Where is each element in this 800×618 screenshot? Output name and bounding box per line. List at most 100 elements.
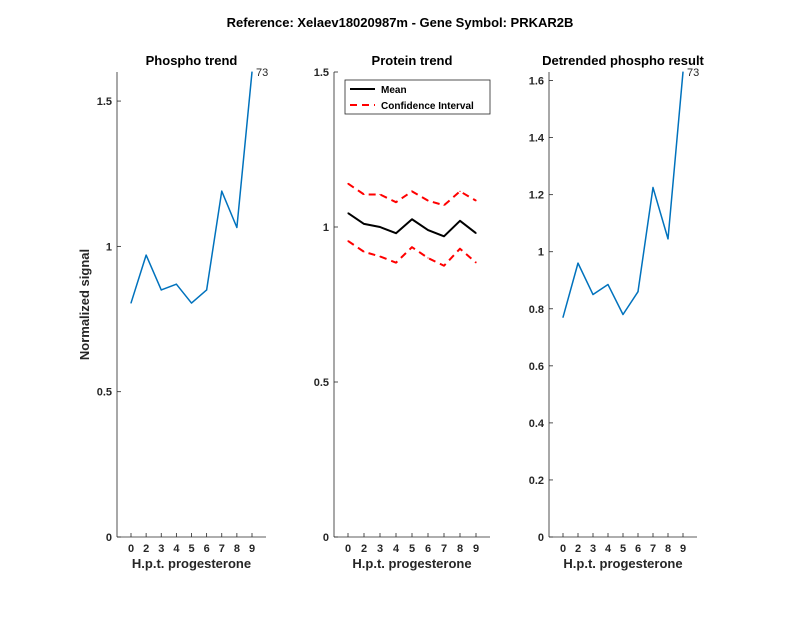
data-point — [206, 289, 208, 291]
data-point — [190, 302, 193, 304]
x-tick-label: 0 — [345, 543, 351, 555]
data-point — [221, 190, 223, 192]
x-tick-label: 4 — [605, 543, 612, 555]
data-point — [475, 200, 477, 202]
x-tick-label: 5 — [409, 543, 415, 555]
x-tick-label: 3 — [590, 543, 596, 555]
y-tick-label: 0.4 — [529, 418, 545, 430]
x-tick-label: 2 — [575, 543, 581, 555]
legend-label-mean: Mean — [381, 85, 407, 96]
data-point — [459, 190, 461, 192]
data-point — [622, 313, 624, 316]
y-axis-label: Normalized signal — [77, 249, 92, 360]
data-point — [411, 190, 413, 192]
y-tick-label: 1 — [106, 241, 112, 253]
y-tick-label: 0.6 — [529, 361, 544, 373]
y-tick-label: 1.4 — [529, 133, 545, 145]
x-tick-label: 9 — [680, 543, 686, 555]
data-point — [427, 257, 429, 259]
y-tick-label: 1.5 — [314, 67, 329, 79]
data-point — [347, 183, 349, 185]
series-line — [130, 71, 253, 304]
figure-suptitle: Reference: Xelaev18020987m - Gene Symbol… — [226, 15, 574, 30]
y-tick-label: 1 — [538, 247, 544, 259]
data-point — [443, 265, 445, 267]
y-tick-label: 0.5 — [314, 377, 329, 389]
x-tick-label: 0 — [128, 543, 134, 555]
data-point — [251, 71, 253, 73]
data-point — [145, 254, 147, 256]
x-tick-label: 8 — [234, 543, 240, 555]
point-annotation: 73 — [687, 67, 699, 79]
data-point — [395, 262, 397, 264]
data-point — [459, 220, 461, 222]
series-line-mean — [347, 212, 477, 238]
panel-title: Detrended phospho result — [542, 53, 704, 68]
x-tick-label: 6 — [425, 543, 431, 555]
legend-box — [344, 79, 491, 115]
x-tick-label: 5 — [620, 543, 626, 555]
data-point — [443, 235, 445, 237]
data-point — [347, 240, 349, 242]
x-axis-label: H.p.t. progesterone — [352, 556, 471, 571]
y-tick-label: 1.6 — [529, 76, 544, 88]
data-point — [395, 201, 397, 203]
x-tick-label: 6 — [204, 543, 210, 555]
y-tick-label: 0 — [323, 532, 329, 544]
data-point — [175, 283, 177, 285]
data-point — [236, 226, 238, 229]
data-point — [347, 212, 349, 214]
y-tick-label: 0.2 — [529, 475, 544, 487]
data-point — [607, 283, 609, 286]
data-point — [379, 255, 381, 258]
data-point — [652, 186, 654, 189]
x-tick-label: 3 — [158, 543, 164, 555]
data-point — [682, 71, 684, 73]
data-point — [459, 248, 461, 250]
x-tick-label: 2 — [361, 543, 367, 555]
x-tick-label: 2 — [143, 543, 149, 555]
x-tick-label: 8 — [665, 543, 671, 555]
x-tick-label: 4 — [173, 543, 180, 555]
y-tick-label: 1 — [323, 222, 329, 234]
data-point — [443, 204, 445, 206]
data-point — [637, 291, 639, 293]
data-point — [160, 289, 162, 291]
x-tick-label: 7 — [650, 543, 656, 555]
data-point — [577, 262, 579, 264]
data-point — [411, 246, 413, 248]
x-tick-label: 9 — [249, 543, 255, 555]
panel-title: Phospho trend — [146, 53, 238, 68]
y-tick-label: 0.5 — [97, 387, 112, 399]
y-tick-label: 0.8 — [529, 304, 544, 316]
panel-3: 00.20.40.60.811.21.41.60 2 3 4 5 6 7 8 9Detrende… — [529, 53, 705, 571]
x-tick-label: 3 — [377, 543, 383, 555]
data-point — [363, 223, 365, 225]
x-axis-label: H.p.t. progesterone — [563, 556, 682, 571]
point-annotation: 73 — [256, 67, 268, 79]
x-tick-label: 5 — [188, 543, 194, 555]
x-tick-label: 7 — [441, 543, 447, 555]
y-tick-label: 0 — [106, 532, 112, 544]
x-tick-label: 7 — [219, 543, 225, 555]
data-point — [427, 229, 429, 231]
data-point — [363, 193, 365, 196]
x-tick-label: 9 — [473, 543, 479, 555]
panel-title: Protein trend — [372, 53, 453, 68]
series-line-confidence-interval — [347, 182, 477, 207]
x-tick-label: 4 — [393, 543, 400, 555]
data-point — [667, 238, 669, 240]
series-line — [562, 71, 684, 318]
series-line-confidence-interval-lower — [347, 240, 477, 267]
data-point — [427, 200, 429, 202]
y-tick-label: 1.5 — [97, 96, 112, 108]
data-point — [562, 316, 564, 318]
y-tick-label: 0 — [538, 532, 544, 544]
data-point — [475, 232, 477, 234]
data-point — [592, 293, 594, 296]
data-point — [395, 232, 397, 234]
data-point — [475, 262, 477, 264]
